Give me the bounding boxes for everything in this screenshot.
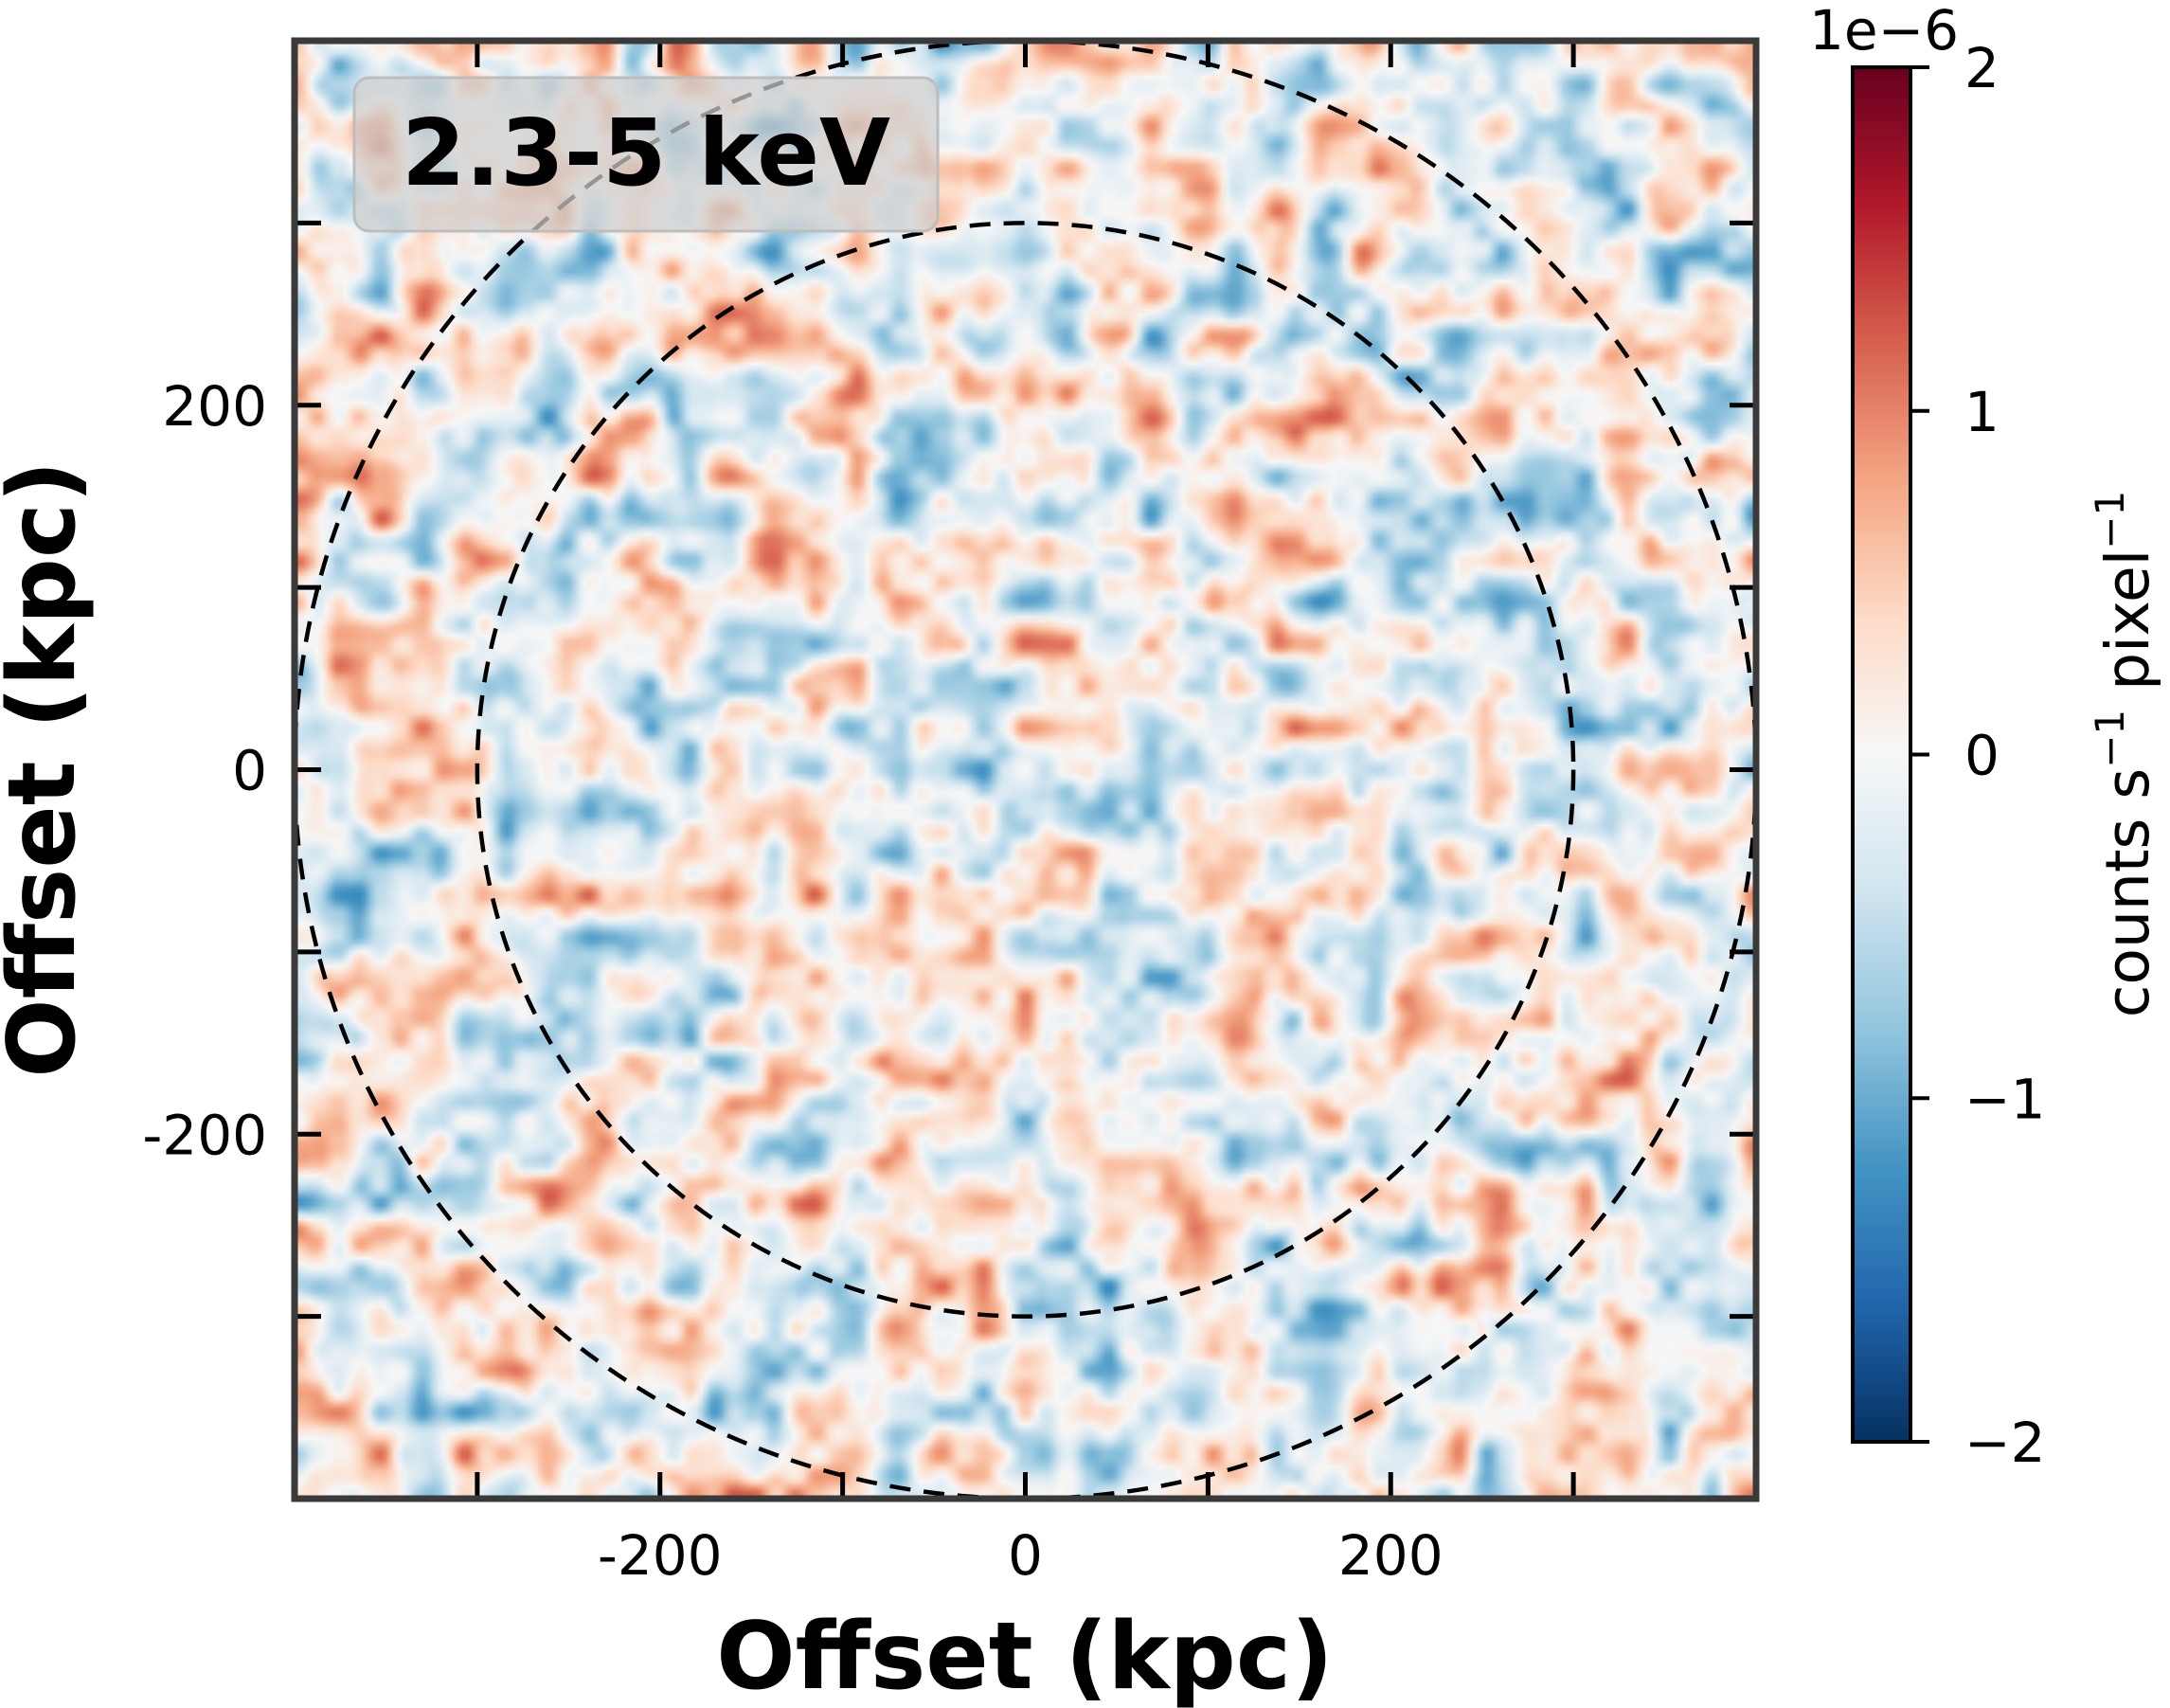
y-axis-title: Offset (kpc) xyxy=(0,460,97,1077)
colorbar-ticks: 2 1 0 −1 −2 xyxy=(1910,36,2046,1475)
axis-ticks xyxy=(295,41,1756,1499)
y-tick-label: 0 xyxy=(232,739,267,803)
colorbar-label-exponent: −1 xyxy=(2087,491,2133,549)
x-tick-label: -200 xyxy=(598,1523,723,1588)
colorbar: 210−1−2 1e−6 counts s−1 pixel−1 xyxy=(1809,0,2162,1475)
colorbar-label-part: pixel xyxy=(2093,549,2162,710)
energy-band-label: 2.3-5 keV xyxy=(402,99,890,207)
dashed-circle-1 xyxy=(475,221,1576,1319)
x-axis-title: Offset (kpc) xyxy=(716,1603,1333,1708)
colorbar-tick-label: 0 xyxy=(1964,724,2000,788)
heatmap-area xyxy=(295,41,1756,1499)
colorbar-tick-label: 1 xyxy=(1964,380,2000,444)
colorbar-bar xyxy=(1853,67,1910,1442)
circle-overlays xyxy=(295,41,1756,1499)
heatmap-image xyxy=(295,41,1756,1499)
annotation-box xyxy=(352,76,940,233)
colorbar-tick-label: −2 xyxy=(1964,1411,2046,1475)
x-tick-label: 200 xyxy=(1338,1523,1444,1588)
colorbar-tick-label: 2 xyxy=(1964,36,2000,100)
y-tick-label: -200 xyxy=(142,1103,267,1167)
colorbar-scale-label: 1e−6 xyxy=(1809,0,1959,63)
colorbar-label-exponent: −1 xyxy=(2087,710,2133,768)
energy-band-annotation: 2.3-5 keV xyxy=(352,76,940,233)
colorbar-tick-label: −1 xyxy=(1964,1067,2046,1131)
tick-labels: -200 0 200 200 0 -200 xyxy=(142,374,1443,1588)
colorbar-label: counts s−1 pixel−1 xyxy=(2087,491,2162,1017)
x-tick-label: 0 xyxy=(1008,1523,1043,1588)
colorbar-label-part: counts s xyxy=(2093,768,2162,1017)
y-tick-label: 200 xyxy=(162,374,267,439)
plot-frame xyxy=(291,37,1760,1502)
